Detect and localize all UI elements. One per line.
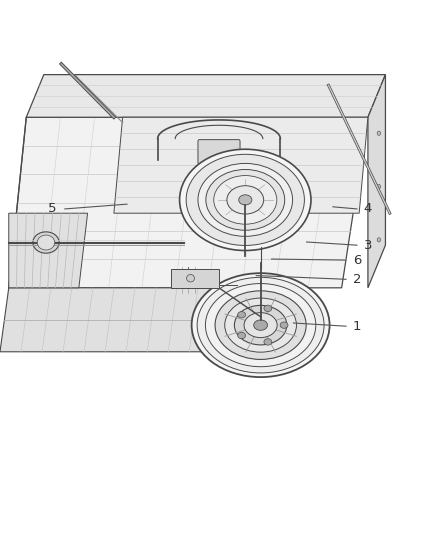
Polygon shape	[368, 75, 385, 288]
Ellipse shape	[264, 305, 272, 311]
Ellipse shape	[377, 184, 381, 189]
Ellipse shape	[238, 332, 246, 338]
Text: 6: 6	[353, 254, 361, 266]
Ellipse shape	[254, 320, 268, 330]
Polygon shape	[0, 288, 219, 352]
Ellipse shape	[205, 284, 316, 367]
Ellipse shape	[206, 169, 285, 230]
Ellipse shape	[37, 235, 55, 250]
Text: 4: 4	[364, 203, 372, 215]
Ellipse shape	[215, 291, 306, 359]
FancyBboxPatch shape	[198, 140, 240, 164]
Ellipse shape	[198, 164, 293, 236]
Ellipse shape	[234, 305, 287, 345]
Ellipse shape	[187, 274, 194, 282]
Ellipse shape	[180, 149, 311, 251]
Polygon shape	[9, 117, 368, 288]
Text: 5: 5	[48, 203, 57, 215]
Ellipse shape	[244, 313, 277, 337]
Text: 3: 3	[364, 239, 372, 252]
Ellipse shape	[214, 175, 277, 224]
Ellipse shape	[192, 273, 330, 377]
Ellipse shape	[238, 312, 246, 318]
Ellipse shape	[227, 185, 264, 214]
Ellipse shape	[377, 238, 381, 242]
Ellipse shape	[225, 298, 297, 352]
Ellipse shape	[197, 277, 324, 373]
Ellipse shape	[264, 339, 272, 345]
Text: 2: 2	[353, 273, 361, 286]
Ellipse shape	[33, 232, 59, 253]
Polygon shape	[26, 75, 385, 117]
Ellipse shape	[186, 155, 304, 245]
Polygon shape	[114, 117, 368, 213]
Text: 1: 1	[353, 320, 361, 333]
Ellipse shape	[377, 131, 381, 135]
Polygon shape	[171, 269, 219, 288]
Polygon shape	[9, 213, 88, 288]
Ellipse shape	[280, 322, 288, 328]
Ellipse shape	[239, 195, 252, 205]
